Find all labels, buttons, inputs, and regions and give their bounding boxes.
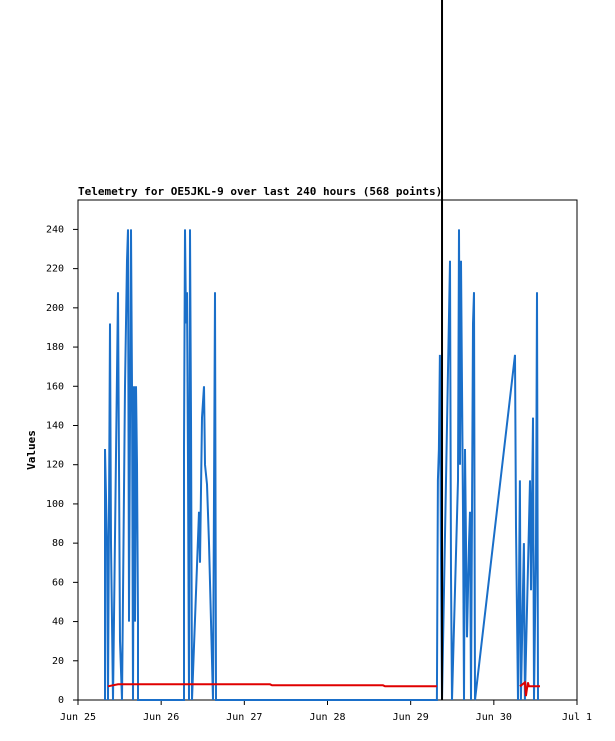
chart-title: Telemetry for OE5JKL-9 over last 240 hou… — [78, 185, 442, 198]
x-tick-label: Jun 28 — [309, 712, 345, 723]
x-tick-label: Jun 30 — [476, 712, 512, 723]
y-tick-label: 80 — [52, 538, 64, 549]
x-tick-label: Jun 26 — [143, 712, 179, 723]
y-tick-label: 220 — [46, 264, 64, 275]
y-tick-label: 240 — [46, 224, 64, 235]
y-axis-label: Values — [25, 430, 38, 470]
y-tick-label: 140 — [46, 420, 64, 431]
plot-frame — [77, 199, 578, 701]
y-tick-label: 40 — [52, 617, 64, 628]
series-line — [107, 680, 540, 697]
y-tick-label: 100 — [46, 499, 64, 510]
x-tick-label: Jun 29 — [393, 712, 429, 723]
y-tick-label: 0 — [58, 695, 64, 706]
x-tick-label: Jul 1 — [562, 712, 592, 723]
y-tick-label: 20 — [52, 656, 64, 667]
x-tick-label: Jun 25 — [60, 712, 96, 723]
series-line — [104, 229, 539, 701]
y-tick-label: 180 — [46, 342, 64, 353]
y-tick-label: 120 — [46, 460, 64, 471]
y-tick-label: 160 — [46, 381, 64, 392]
y-tick-label: 60 — [52, 577, 64, 588]
x-tick-label: Jun 27 — [226, 712, 262, 723]
y-tick-label: 200 — [46, 303, 64, 314]
